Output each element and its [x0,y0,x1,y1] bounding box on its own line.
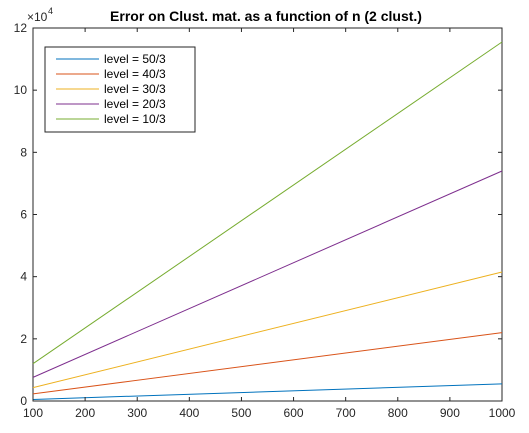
series-line-3 [32,271,503,389]
x-tick-label: 400 [179,406,199,420]
series-line-2 [32,332,503,395]
y-tick-label: 0 [20,394,27,408]
series-layer [32,41,503,400]
y-multiplier-base: ×10 [27,10,48,24]
x-tick-label: 700 [336,406,356,420]
y-multiplier-exponent: 4 [48,6,53,16]
y-tick-label: 4 [20,270,27,284]
x-axis: 100 200 300 400 500 600 700 800 900 1000 [23,28,516,420]
y-multiplier: ×10 4 [27,6,53,24]
x-tick-label: 200 [75,406,95,420]
y-tick-label: 12 [14,21,28,35]
y-tick-label: 10 [14,83,28,97]
legend-label: level = 40/3 [104,67,166,81]
chart-title: Error on Clust. mat. as a function of n … [110,8,422,24]
y-tick-label: 8 [20,145,27,159]
x-tick-label: 500 [231,406,251,420]
x-tick-label: 900 [440,406,460,420]
x-tick-label: 300 [127,406,147,420]
y-axis: 0 2 4 6 8 10 12 [14,21,502,408]
x-tick-label: 100 [23,406,43,420]
series-line-5 [32,41,503,365]
legend-label: level = 20/3 [104,97,166,111]
legend-label: level = 30/3 [104,82,166,96]
legend-label: level = 10/3 [104,112,166,126]
y-tick-label: 6 [20,208,27,222]
x-tick-label: 600 [284,406,304,420]
series-line-1 [32,383,503,400]
series-line-4 [32,170,503,378]
y-tick-label: 2 [20,332,27,346]
x-tick-label: 800 [388,406,408,420]
legend-label: level = 50/3 [104,52,166,66]
x-tick-label: 1000 [489,406,516,420]
